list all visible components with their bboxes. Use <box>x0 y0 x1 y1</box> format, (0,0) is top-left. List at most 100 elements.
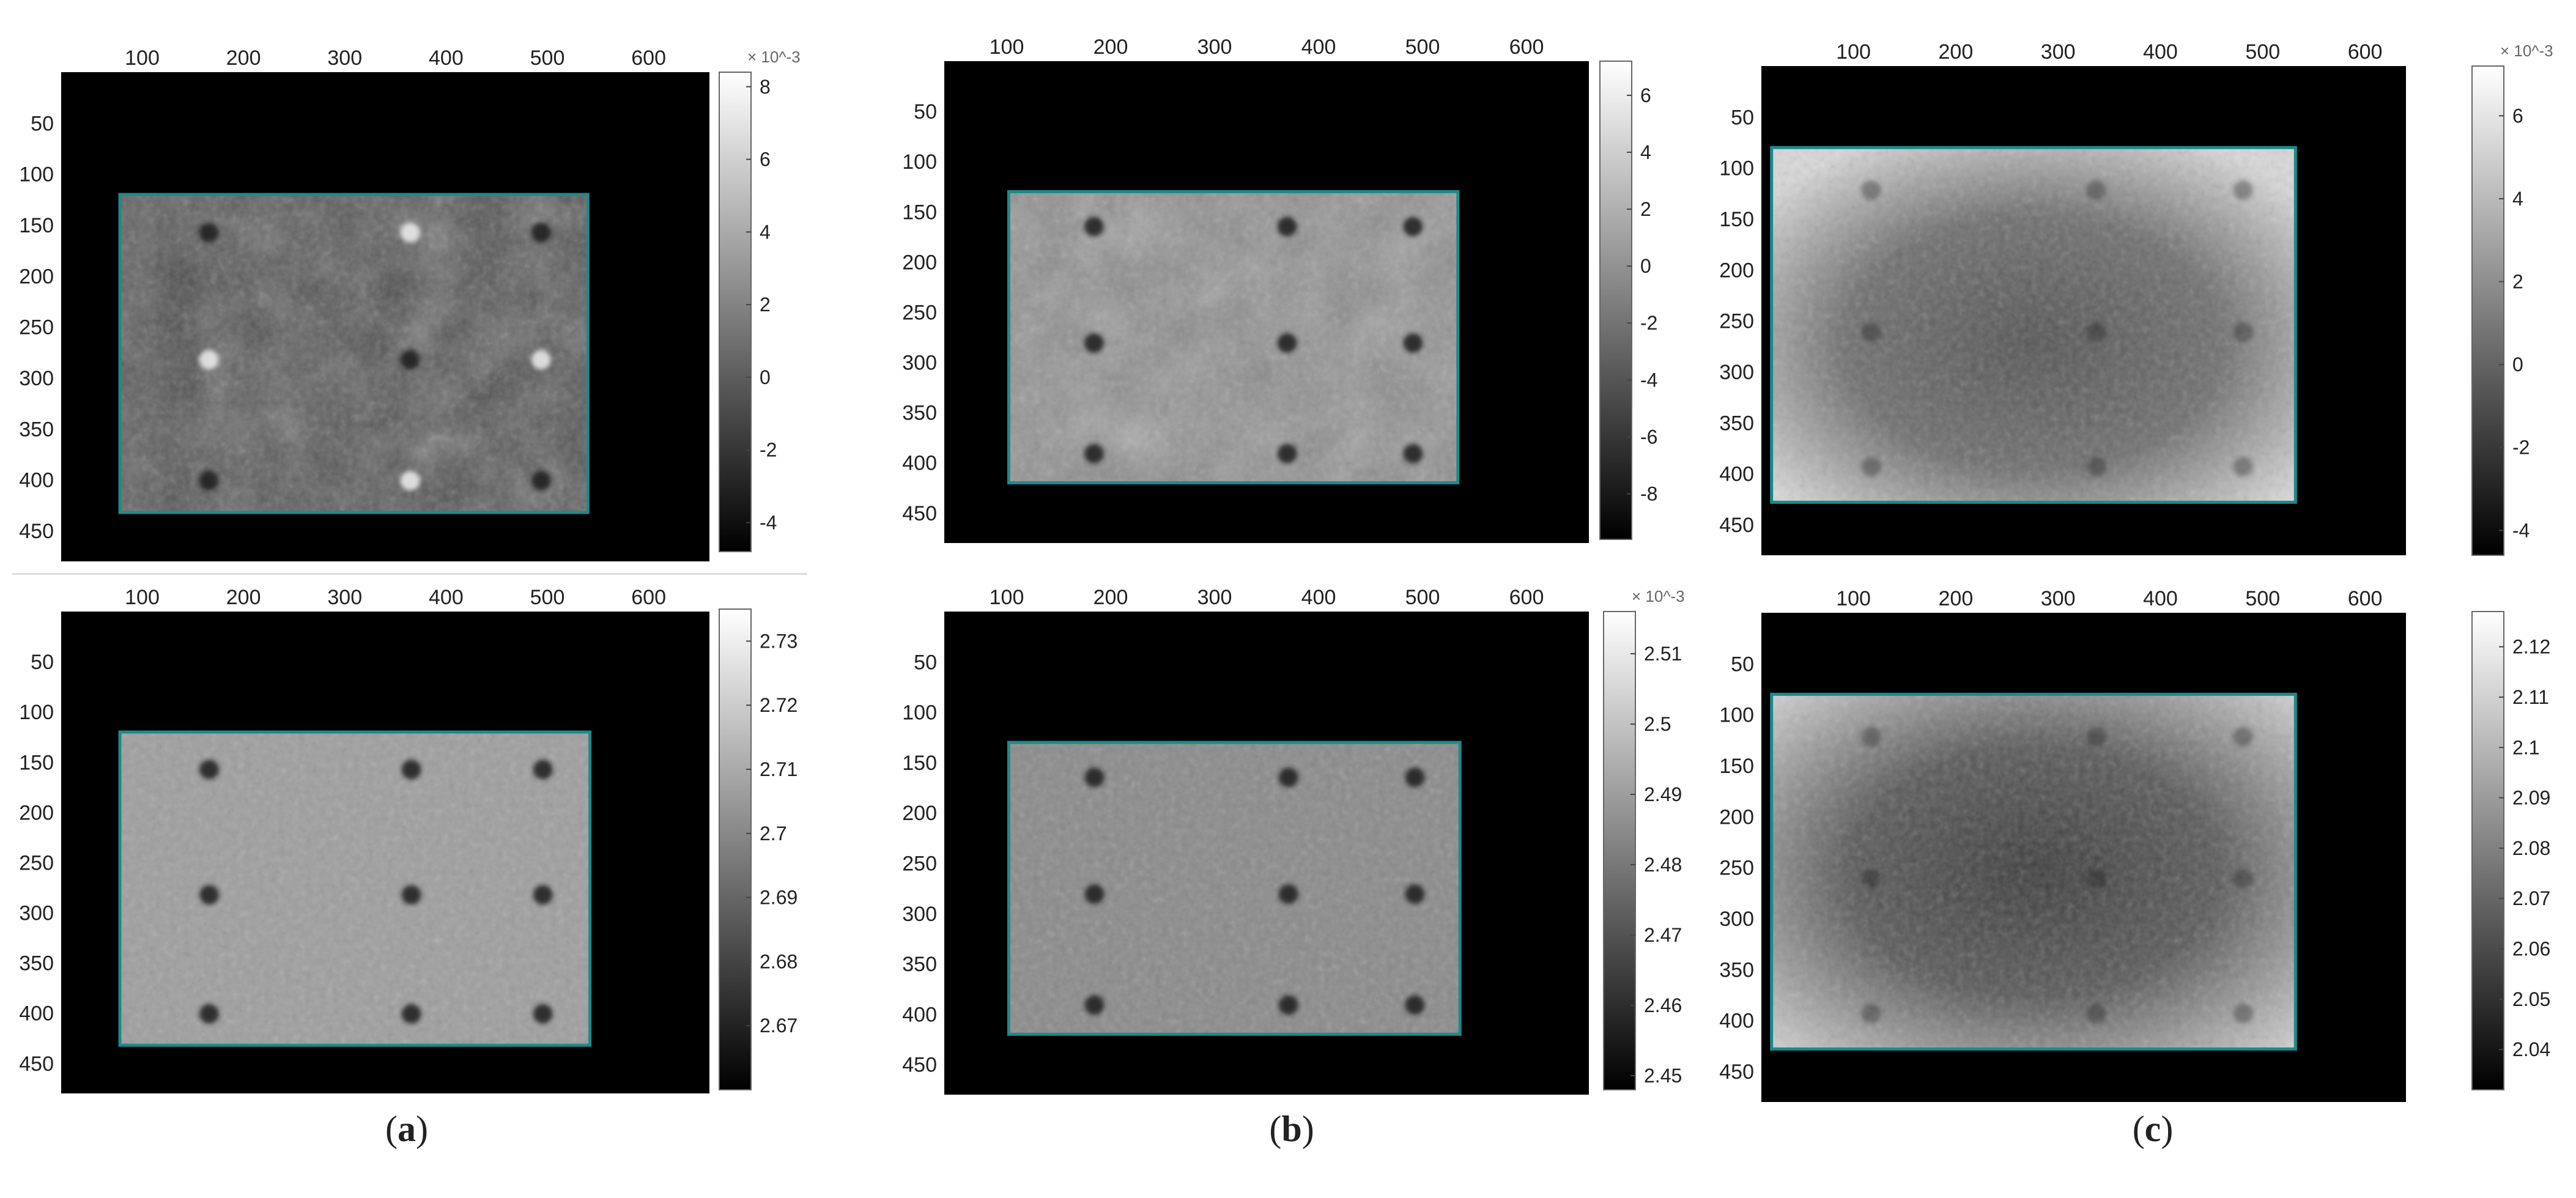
defect-spot <box>1861 1004 1881 1024</box>
colorbar <box>1603 611 1636 1090</box>
y-tick-label: 150 <box>19 214 54 237</box>
x-tick-label: 300 <box>1197 586 1232 609</box>
colorbar-tick-label: -4 <box>1640 369 1657 391</box>
y-tick-label: 200 <box>1719 805 1754 829</box>
defect-spot <box>533 760 553 780</box>
colorbar-tick-label: 2.7 <box>760 823 786 845</box>
x-tick-label: 200 <box>1939 40 1974 64</box>
y-tick-label: 200 <box>19 265 54 288</box>
y-tick-label: 350 <box>19 418 54 441</box>
y-tick-label: 150 <box>1719 208 1754 231</box>
x-tick-label: 400 <box>2143 587 2178 610</box>
roi-outline <box>1770 692 2297 1051</box>
y-tick-label: 50 <box>1731 106 1754 129</box>
defect-spot <box>1405 767 1425 788</box>
y-tick-label: 300 <box>1719 361 1754 384</box>
x-tick-label: 300 <box>327 46 362 70</box>
x-tick-label: 100 <box>1836 587 1871 610</box>
x-tick-label: 400 <box>1301 35 1336 59</box>
x-tick-label: 500 <box>530 586 565 609</box>
x-tick-label: 100 <box>990 586 1024 609</box>
colorbar-exponent: × 10^-3 <box>1632 587 1685 605</box>
colorbar-tick-label: -4 <box>2512 519 2530 541</box>
roi-outline <box>118 730 592 1047</box>
y-tick-label: 350 <box>1719 412 1754 435</box>
caption-c: (c) <box>2132 1109 2174 1149</box>
y-tick-label: 250 <box>902 301 937 324</box>
defect-spot <box>2233 1004 2253 1024</box>
x-tick-label: 100 <box>990 35 1024 59</box>
caption-b: (b) <box>1269 1109 1314 1149</box>
x-tick-label: 400 <box>429 586 464 609</box>
y-tick-label: 400 <box>19 1002 54 1026</box>
colorbar-tick-label: -8 <box>1640 483 1657 505</box>
x-tick-label: 200 <box>1094 586 1128 609</box>
defect-spot <box>1084 333 1104 353</box>
y-tick-label: 450 <box>1719 514 1754 537</box>
x-tick-label: 500 <box>530 46 565 70</box>
y-tick-label: 300 <box>19 367 54 390</box>
defect-spot <box>199 760 220 780</box>
colorbar-tick-label: 2.5 <box>1644 713 1671 735</box>
y-tick-label: 300 <box>902 352 937 375</box>
defect-spot <box>400 471 420 490</box>
panel-c-top: 100 200 300 400 500 6005010015020025030035040… <box>1719 40 2553 556</box>
x-tick-label: 500 <box>2245 40 2280 64</box>
defect-spot <box>533 1004 553 1024</box>
y-tick-label: 400 <box>1719 1010 1754 1033</box>
colorbar-tick-label: 2.07 <box>2512 887 2550 909</box>
x-tick-label: 200 <box>1939 587 1974 610</box>
defect-spot <box>1277 443 1297 464</box>
roi-outline <box>1007 190 1460 484</box>
defect-spot <box>1861 727 1881 747</box>
colorbar-tick-label: 2.45 <box>1644 1065 1682 1087</box>
colorbar-tick-label: 2.1 <box>2512 736 2539 758</box>
defect-spot <box>1861 322 1881 342</box>
y-tick-label: 100 <box>902 150 937 174</box>
colorbar-tick-label: 2.71 <box>760 758 798 780</box>
colorbar-tick-label: 2.48 <box>1644 854 1682 876</box>
colorbar-tick-label: -2 <box>760 439 777 461</box>
defect-spot <box>1403 333 1423 353</box>
y-tick-label: 50 <box>31 112 54 135</box>
y-tick-label: 450 <box>902 1054 937 1077</box>
x-tick-label: 600 <box>1509 35 1544 59</box>
x-tick-label: 200 <box>226 46 261 70</box>
y-tick-label: 400 <box>1719 463 1754 486</box>
defect-spot <box>531 350 551 370</box>
colorbar-tick-label: -2 <box>2512 437 2530 459</box>
x-tick-label: 500 <box>1405 586 1440 609</box>
y-tick-label: 100 <box>902 701 937 725</box>
x-tick-label: 200 <box>226 586 261 609</box>
panel-b-bottom: 100 200 300 400 500 600 50 100 150 200 250 300 350 40… <box>902 586 1685 1095</box>
y-tick-label: 450 <box>902 502 937 525</box>
y-tick-label: 200 <box>902 802 937 825</box>
defect-spot <box>199 350 219 370</box>
colorbar <box>2471 611 2504 1090</box>
colorbar-tick-label: 6 <box>760 149 771 171</box>
colorbar-tick-label: -4 <box>760 511 777 533</box>
defect-spot <box>1084 884 1105 904</box>
defect-spot <box>2233 868 2253 889</box>
x-tick-label: 100 <box>1836 40 1871 64</box>
colorbar-tick-label: 0 <box>760 366 771 388</box>
colorbar-tick-label: 2.68 <box>760 950 798 972</box>
y-tick-label: 150 <box>902 752 937 775</box>
y-tick-label: 200 <box>19 801 54 824</box>
defect-spot <box>1861 457 1881 477</box>
defect-spot <box>2086 1004 2106 1024</box>
defect-spot <box>1278 767 1298 788</box>
defect-spot <box>401 885 421 905</box>
colorbar-exponent: × 10^-3 <box>2500 42 2553 60</box>
colorbar-tick-label: 2.69 <box>760 887 798 909</box>
defect-spot <box>1277 333 1297 353</box>
defect-spot <box>1084 767 1105 788</box>
panel-c-bottom: 100 200 300 400 500 600 50 100 150 200 250 300 350 40… <box>1719 587 2550 1102</box>
colorbar-tick-label: 2.08 <box>2512 837 2550 859</box>
x-tick-label: 500 <box>2245 587 2280 610</box>
roi-texture-fine <box>120 194 588 512</box>
y-tick-label: 250 <box>1719 857 1754 880</box>
defect-spot <box>1084 216 1104 237</box>
defect-spot <box>1084 995 1105 1015</box>
defect-spot <box>1278 995 1298 1015</box>
